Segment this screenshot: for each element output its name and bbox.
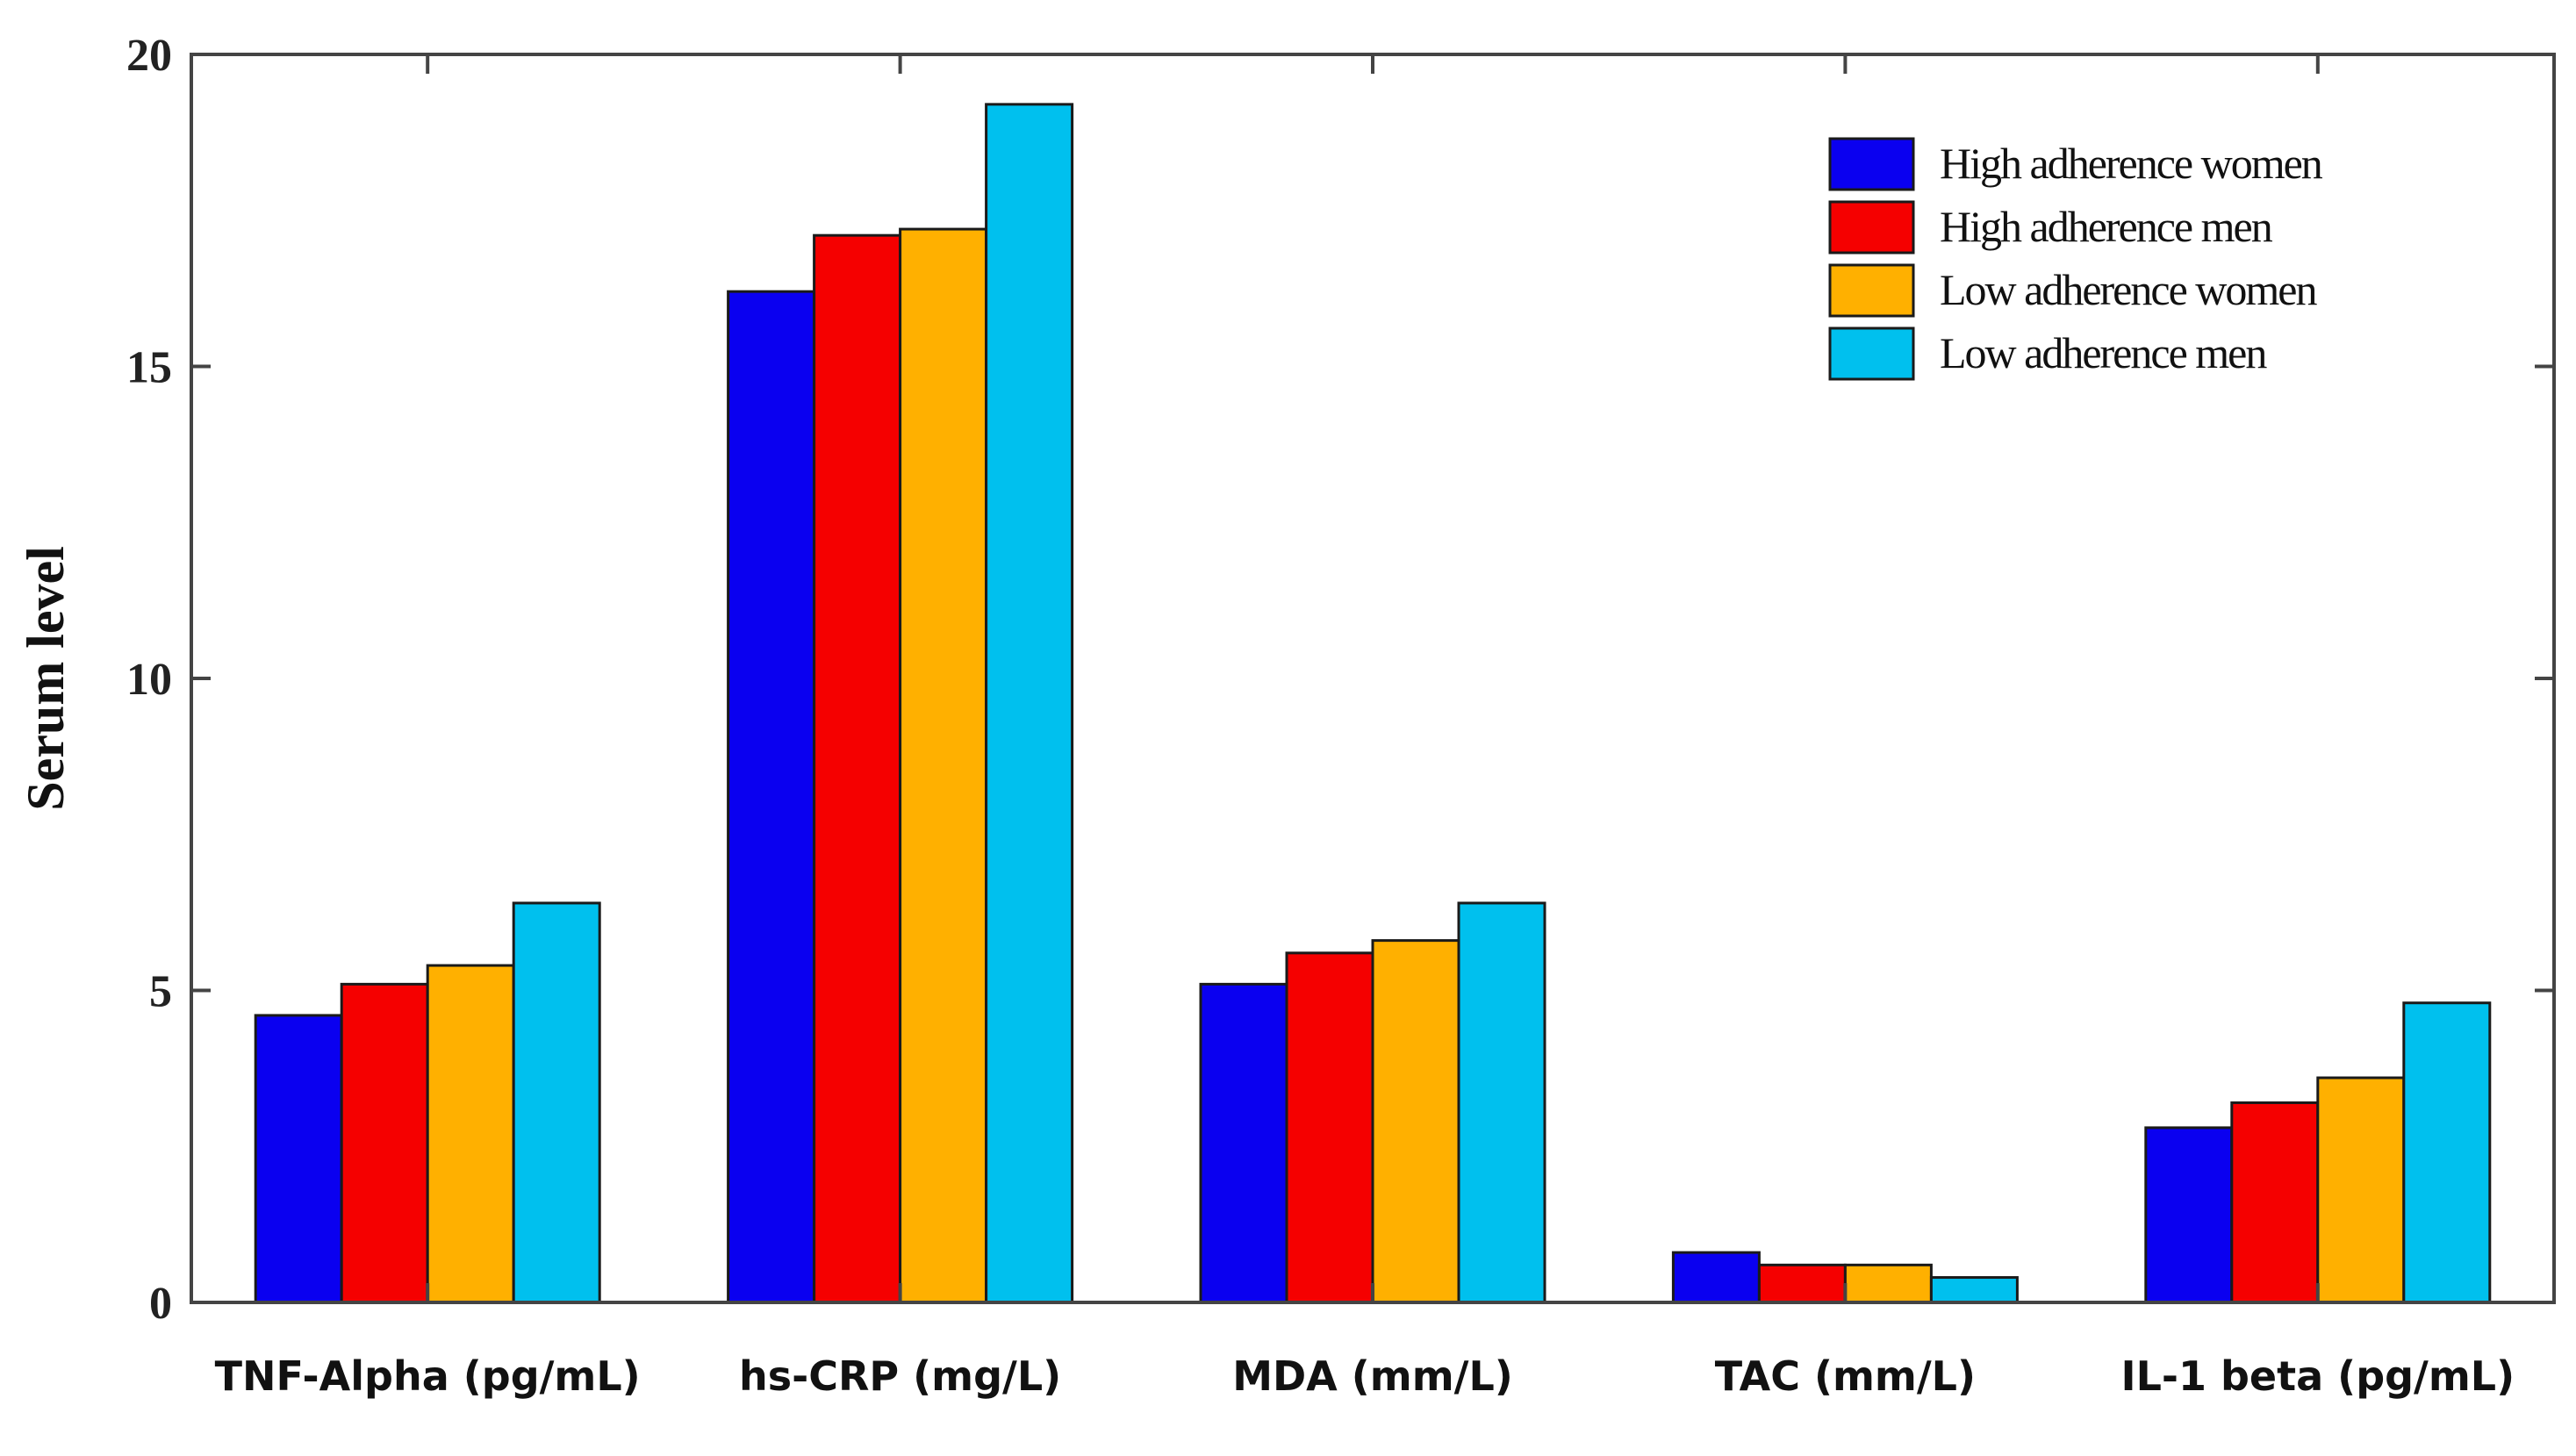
legend-label-low-adherence-men: Low adherence men — [1940, 328, 2267, 377]
y-tick-labels: 0 5 10 15 20 — [126, 31, 172, 1329]
bar-low-adherence-women-tac-mm-l — [1843, 1263, 1933, 1304]
x-tick-labels: TNF-Alpha (pg/mL) hs-CRP (mg/L) MDA (mm/L)… — [215, 1352, 2515, 1400]
y-tick-label-0: 0 — [149, 1279, 172, 1329]
legend-swatch-high-adherence-men — [1828, 200, 1915, 255]
bar-high-adherence-men-tac-mm-l — [1757, 1263, 1847, 1304]
x-tick-label-tac-mm-l: TAC (mm/L) — [1715, 1352, 1976, 1400]
bar-high-adherence-men-mda-mm-l — [1285, 951, 1374, 1304]
bar-low-adherence-men-tac-mm-l — [1929, 1276, 2019, 1304]
y-tick-label-10: 10 — [126, 655, 172, 705]
bar-low-adherence-women-mda-mm-l — [1371, 939, 1460, 1304]
bar-low-adherence-men-il-1-beta-pg-ml — [2402, 1001, 2492, 1304]
bar-high-adherence-women-tnf-alpha-pg-ml — [254, 1014, 343, 1304]
bar-high-adherence-men-hs-crp-mg-l — [813, 233, 902, 1304]
x-tick-label-il-1-beta-pg-ml: IL-1 beta (pg/mL) — [2120, 1352, 2515, 1400]
bar-high-adherence-men-il-1-beta-pg-ml — [2230, 1101, 2320, 1304]
legend-swatch-low-adherence-men — [1828, 326, 1915, 381]
legend: High adherence women High adherence men Lo… — [1828, 137, 2325, 381]
legend-swatch-high-adherence-women — [1828, 137, 1915, 191]
legend-label-high-adherence-men: High adherence men — [1940, 202, 2273, 251]
x-tick-label-tnf-alpha-pg-ml: TNF-Alpha (pg/mL) — [215, 1352, 641, 1400]
bar-high-adherence-women-il-1-beta-pg-ml — [2144, 1126, 2234, 1304]
bar-high-adherence-women-hs-crp-mg-l — [727, 290, 816, 1304]
bar-high-adherence-women-tac-mm-l — [1671, 1251, 1761, 1304]
bar-high-adherence-men-tnf-alpha-pg-ml — [340, 982, 429, 1304]
legend-swatch-low-adherence-women — [1828, 263, 1915, 318]
x-tick-label-hs-crp-mg-l: hs-CRP (mg/L) — [739, 1352, 1061, 1400]
y-tick-label-15: 15 — [126, 343, 172, 393]
bar-low-adherence-men-tnf-alpha-pg-ml — [512, 901, 601, 1304]
axes-group — [190, 53, 2556, 1304]
y-axis-title: Serum level — [17, 546, 75, 811]
bar-low-adherence-men-mda-mm-l — [1457, 901, 1546, 1304]
bar-low-adherence-women-hs-crp-mg-l — [899, 227, 988, 1304]
y-tick-label-20: 20 — [126, 31, 172, 81]
x-tick-label-mda-mm-l: MDA (mm/L) — [1232, 1352, 1513, 1400]
bars-group — [254, 103, 2492, 1304]
bar-high-adherence-women-mda-mm-l — [1199, 982, 1288, 1304]
bar-low-adherence-women-tnf-alpha-pg-ml — [426, 964, 515, 1304]
y-tick-label-5: 5 — [149, 967, 172, 1017]
legend-label-low-adherence-women: Low adherence women — [1940, 265, 2317, 314]
bar-low-adherence-women-il-1-beta-pg-ml — [2316, 1076, 2406, 1304]
bar-low-adherence-men-hs-crp-mg-l — [985, 103, 1074, 1304]
legend-label-high-adherence-women: High adherence women — [1940, 139, 2323, 188]
